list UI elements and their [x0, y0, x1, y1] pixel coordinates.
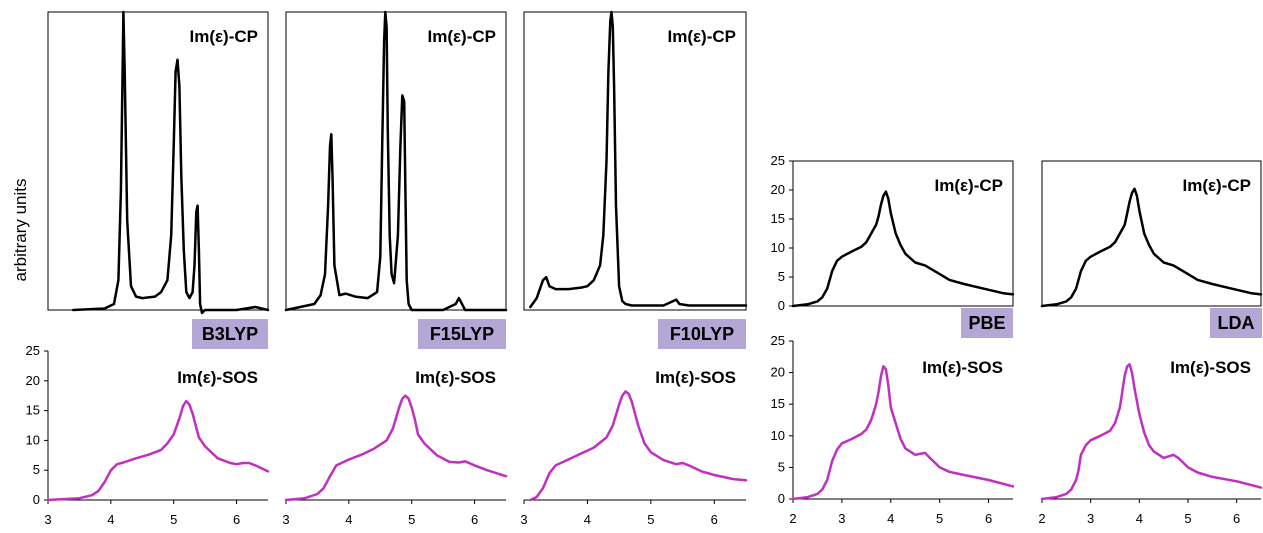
- panel-title: Im(ε)-CP: [934, 176, 1003, 195]
- cp-spectrum-line: [284, 10, 508, 312]
- plot-frame: [1041, 160, 1262, 307]
- x-tick-label: 3: [1087, 511, 1094, 526]
- method-tag: [658, 319, 746, 349]
- y-tick-label: 25: [26, 343, 40, 358]
- panel-title: Im(ε)-CP: [1182, 176, 1251, 195]
- chart-panel-1: Im(ε)-CP B3LYP: [47, 10, 270, 349]
- y-tick-label: 25: [771, 333, 785, 348]
- chart-panel-9: 0 5 10 15 20 25 2 3 4 5 6 Im(ε)-SOS: [771, 333, 1015, 526]
- panel-title: Im(ε)-SOS: [922, 358, 1003, 377]
- panel-title: Im(ε)-CP: [667, 27, 736, 46]
- chart-panel-8: 3 4 5 6 Im(ε)-SOS: [520, 368, 748, 527]
- cp-spectrum-line: [529, 10, 748, 309]
- y-tick-label: 20: [771, 365, 785, 380]
- y-tick-label: 10: [771, 240, 785, 255]
- y-tick-label: 0: [778, 298, 785, 313]
- x-tick-label: 3: [44, 512, 51, 527]
- x-tick-label: 5: [936, 511, 943, 526]
- panel-title: Im(ε)-CP: [427, 27, 496, 46]
- method-tag-label: F15LYP: [430, 324, 494, 344]
- sos-spectrum-line: [529, 390, 748, 502]
- x-tick-label: 3: [282, 512, 289, 527]
- y-tick-label: 0: [778, 491, 785, 506]
- y-tick-label: 10: [771, 428, 785, 443]
- x-tick-label: 5: [408, 512, 415, 527]
- plot-frame: [523, 11, 747, 311]
- x-tick-label: 3: [520, 512, 527, 527]
- x-tick-label: 6: [233, 512, 240, 527]
- sos-spectrum-line: [1040, 363, 1263, 501]
- y-tick-label: 0: [33, 492, 40, 507]
- x-tick-label: 5: [170, 512, 177, 527]
- method-tag-label: B3LYP: [202, 324, 258, 344]
- panel-title: Im(ε)-SOS: [1170, 358, 1251, 377]
- cp-spectrum-line: [71, 10, 270, 315]
- chart-panel-2: Im(ε)-CP F15LYP: [284, 10, 508, 349]
- method-tag-label: LDA: [1218, 313, 1255, 333]
- x-tick-label: 4: [345, 512, 352, 527]
- y-tick-label: 20: [26, 373, 40, 388]
- x-tick-label: 6: [985, 511, 992, 526]
- panels: Im(ε)-CP B3LYP Im(ε)-CP F15LYP Im(ε)-CP F10LY…: [26, 10, 1263, 527]
- x-tick-label: 4: [1136, 511, 1143, 526]
- plot-frame: [285, 11, 507, 311]
- cp-spectrum-line: [791, 190, 1015, 308]
- panel-title: Im(ε)-SOS: [655, 368, 736, 387]
- method-tag: [418, 319, 506, 349]
- chart-panel-4: 0 5 10 15 20 25 Im(ε)-CP PBE: [771, 153, 1015, 338]
- sos-spectrum-line: [791, 365, 1015, 501]
- x-tick-label: 4: [887, 511, 894, 526]
- panel-title: Im(ε)-CP: [189, 27, 258, 46]
- method-tag: [192, 319, 268, 349]
- cp-spectrum-line: [1040, 187, 1263, 308]
- plot-frame: [47, 11, 269, 311]
- y-tick-label: 5: [778, 459, 785, 474]
- y-tick-label: 5: [778, 269, 785, 284]
- y-tick-label: 20: [771, 182, 785, 197]
- y-tick-label: 15: [771, 211, 785, 226]
- x-tick-label: 6: [711, 512, 718, 527]
- x-tick-label: 5: [647, 512, 654, 527]
- chart-panel-6: 0 5 10 15 20 25 3 4 5 6 Im(ε)-SOS: [26, 343, 270, 527]
- chart-panel-7: 3 4 5 6 Im(ε)-SOS: [282, 368, 508, 527]
- x-tick-label: 4: [584, 512, 591, 527]
- y-tick-label: 15: [26, 403, 40, 418]
- panel-title: Im(ε)-SOS: [177, 368, 258, 387]
- x-tick-label: 3: [838, 511, 845, 526]
- sos-spectrum-line: [284, 394, 508, 502]
- x-tick-label: 2: [789, 511, 796, 526]
- x-tick-label: 5: [1184, 511, 1191, 526]
- chart-panel-5: Im(ε)-CP LDA: [1040, 160, 1263, 338]
- y-tick-label: 15: [771, 396, 785, 411]
- y-tick-label: 25: [771, 153, 785, 168]
- y-tick-label: 10: [26, 432, 40, 447]
- y-tick-label: 5: [33, 462, 40, 477]
- method-tag: [1210, 308, 1262, 338]
- method-tag: [961, 308, 1013, 338]
- chart-panel-3: Im(ε)-CP F10LYP: [523, 10, 748, 349]
- x-tick-label: 4: [107, 512, 114, 527]
- sos-spectrum-line: [46, 399, 270, 502]
- chart-panel-10: 2 3 4 5 6 Im(ε)-SOS: [1038, 358, 1263, 526]
- x-tick-label: 6: [1233, 511, 1240, 526]
- y-axis-label: arbitrary units: [11, 179, 30, 282]
- x-tick-label: 6: [471, 512, 478, 527]
- panel-title: Im(ε)-SOS: [415, 368, 496, 387]
- x-tick-label: 2: [1038, 511, 1045, 526]
- method-tag-label: F10LYP: [670, 324, 734, 344]
- method-tag-label: PBE: [968, 313, 1005, 333]
